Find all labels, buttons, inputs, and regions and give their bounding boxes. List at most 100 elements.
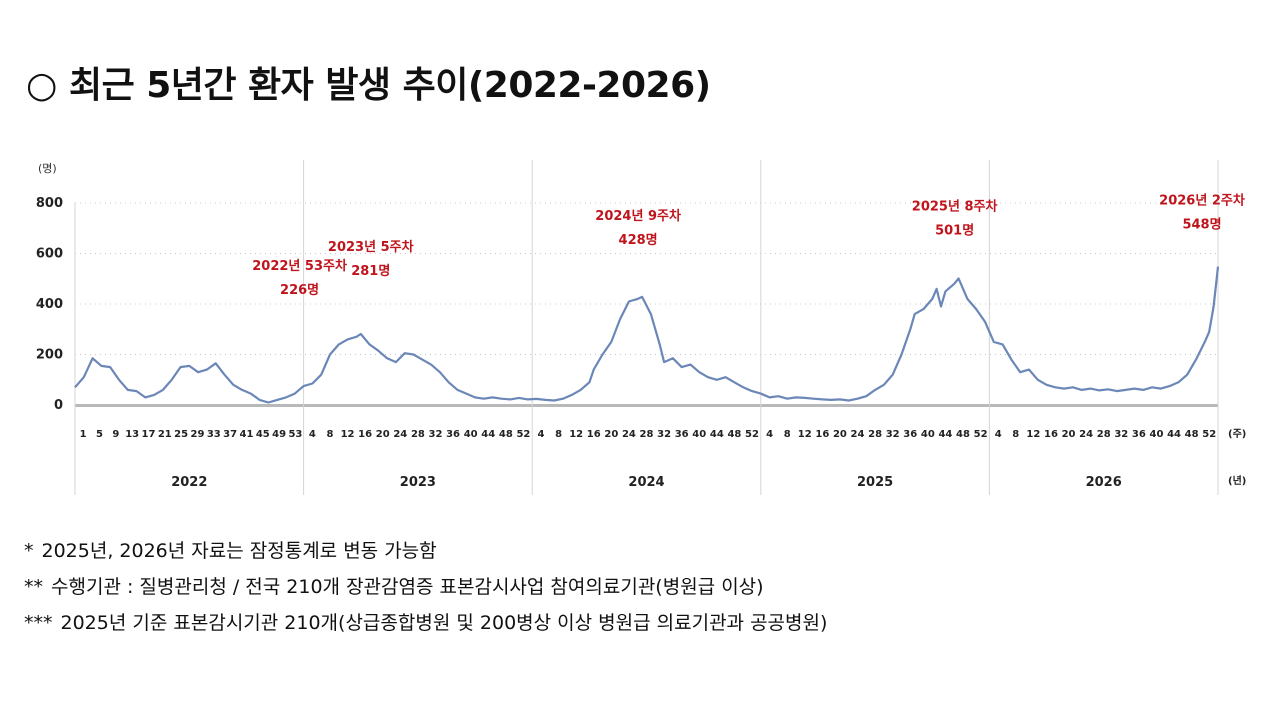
x-tick-label: 12 (798, 429, 812, 440)
x-tick-label: 48 (727, 429, 741, 440)
x-tick-label: 20 (376, 429, 390, 440)
x-tick-label: 1 (80, 429, 87, 440)
footnote-mark: ** (24, 576, 43, 598)
x-tick-label: 28 (411, 429, 425, 440)
y-tick-label: 200 (36, 348, 63, 363)
x-tick-label: 36 (903, 429, 917, 440)
x-tick-label: 20 (1062, 429, 1076, 440)
footnotes: * 2025년, 2026년 자료는 잠정통계로 변동 가능함 ** 수행기관 : … (24, 533, 827, 641)
x-tick-label: 33 (207, 429, 221, 440)
annotation-label: 2024년 9주차 (595, 208, 681, 224)
y-tick-label: 0 (54, 398, 63, 413)
x-tick-label: 37 (223, 429, 237, 440)
year-label: 2024 (628, 475, 664, 490)
footnote-mark: * (24, 540, 34, 562)
x-tick-label: 36 (675, 429, 689, 440)
x-tick-label: 32 (1114, 429, 1128, 440)
x-tick-label: 24 (393, 429, 407, 440)
annotation-label: 2022년 53주차 (252, 258, 347, 274)
series-line (74, 266, 1220, 404)
year-label: 2023 (400, 475, 436, 490)
x-tick-label: 28 (868, 429, 882, 440)
footnote: ** 수행기관 : 질병관리청 / 전국 210개 장관감염증 표본감시사업 참여… (24, 569, 827, 605)
x-tick-label: 8 (555, 429, 562, 440)
y-tick-label: 600 (36, 247, 63, 262)
x-tick-label: 16 (1044, 429, 1058, 440)
x-tick-label: 17 (142, 429, 156, 440)
x-tick-label: 5 (96, 429, 103, 440)
y-tick-label: 800 (36, 196, 63, 211)
annotation-value: 226명 (280, 282, 319, 298)
x-tick-label: 16 (815, 429, 829, 440)
x-tick-label: 40 (1149, 429, 1163, 440)
x-tick-label: 9 (112, 429, 119, 440)
x-tick-label: 20 (833, 429, 847, 440)
x-tick-label: 13 (125, 429, 139, 440)
annotation-label: 2023년 5주차 (328, 239, 414, 255)
x-tick-label: 48 (499, 429, 513, 440)
x-tick-label: 44 (1167, 429, 1181, 440)
x-tick-label: 32 (657, 429, 671, 440)
year-label: 2026 (1086, 475, 1122, 490)
x-tick-label: 52 (1202, 429, 1216, 440)
page-title: ○ 최근 5년간 환자 발생 추이(2022-2026) (26, 65, 711, 106)
footnote-mark: *** (24, 612, 53, 634)
x-tick-label: 32 (429, 429, 443, 440)
x-tick-label: 16 (358, 429, 372, 440)
y-tick-label: 400 (36, 297, 63, 312)
x-tick-label: 4 (995, 429, 1002, 440)
x-tick-label: 36 (446, 429, 460, 440)
x-tick-label: 40 (921, 429, 935, 440)
x-axis-baseline (75, 404, 1218, 407)
annotation-value: 428명 (619, 232, 658, 248)
x-tick-label: 40 (464, 429, 478, 440)
annotation-label: 2025년 8주차 (912, 198, 998, 214)
x-tick-label: 24 (622, 429, 636, 440)
x-tick-label: 28 (1097, 429, 1111, 440)
x-tick-label: 48 (1185, 429, 1199, 440)
annotation-value: 281명 (351, 263, 390, 279)
x-tick-label: 40 (692, 429, 706, 440)
x-tick-label: 52 (516, 429, 530, 440)
year-label: 2022 (171, 475, 207, 490)
footnote-text: 2025년 기준 표본감시기관 210개(상급종합병원 및 200병상 이상 병… (60, 612, 828, 634)
annotation-value: 501명 (935, 222, 974, 238)
x-tick-label: 24 (1079, 429, 1093, 440)
x-tick-label: 24 (851, 429, 865, 440)
x-tick-label: 48 (956, 429, 970, 440)
x-tick-label: 8 (326, 429, 333, 440)
x-axis-unit: (주) (1228, 428, 1246, 440)
x-tick-label: 4 (766, 429, 773, 440)
x-tick-label: 44 (710, 429, 724, 440)
x-tick-label: 20 (604, 429, 618, 440)
x-tick-label: 44 (938, 429, 952, 440)
x-tick-label: 32 (886, 429, 900, 440)
x-tick-label: 44 (481, 429, 495, 440)
footnote: * 2025년, 2026년 자료는 잠정통계로 변동 가능함 (24, 533, 827, 569)
x-tick-label: 12 (569, 429, 583, 440)
x-tick-label: 52 (974, 429, 988, 440)
annotation-label: 2026년 2주차 (1159, 193, 1245, 209)
x-tick-label: 4 (538, 429, 545, 440)
footnote-text: 수행기관 : 질병관리청 / 전국 210개 장관감염증 표본감시사업 참여의료… (51, 576, 764, 598)
x-tick-label: 16 (587, 429, 601, 440)
footnote-text: 2025년, 2026년 자료는 잠정통계로 변동 가능함 (41, 540, 437, 562)
year-label: 2025 (857, 475, 893, 490)
x-tick-label: 53 (288, 429, 302, 440)
x-tick-label: 12 (341, 429, 355, 440)
x-tick-label: 21 (158, 429, 172, 440)
x-tick-label: 41 (239, 429, 253, 440)
footnote: *** 2025년 기준 표본감시기관 210개(상급종합병원 및 200병상 이… (24, 605, 827, 641)
x-tick-label: 45 (256, 429, 270, 440)
x-tick-label: 8 (784, 429, 791, 440)
y-axis-unit: (명) (38, 162, 57, 175)
x-tick-label: 29 (191, 429, 205, 440)
x-tick-label: 12 (1026, 429, 1040, 440)
annotation-value: 548명 (1182, 217, 1221, 233)
x-tick-label: 28 (640, 429, 654, 440)
x-tick-label: 49 (272, 429, 286, 440)
x-tick-label: 8 (1012, 429, 1019, 440)
x-tick-label: 25 (174, 429, 188, 440)
x-tick-label: 4 (309, 429, 316, 440)
